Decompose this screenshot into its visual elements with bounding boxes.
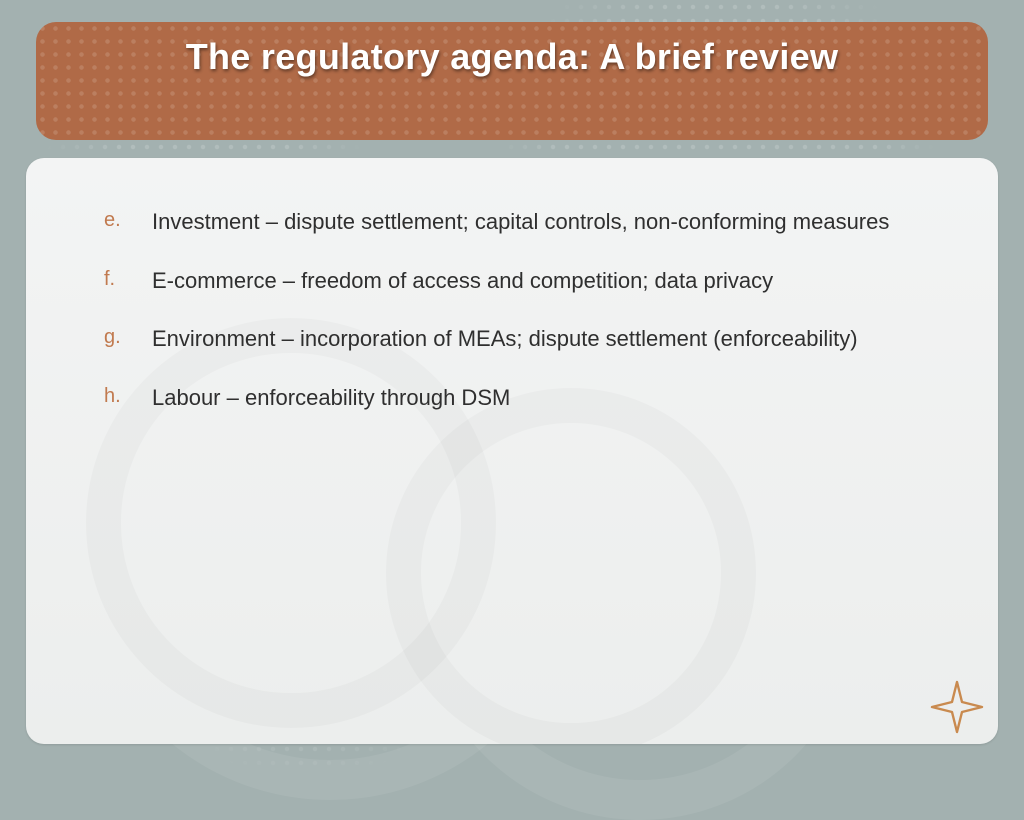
slide-title: The regulatory agenda: A brief review xyxy=(186,36,839,78)
agenda-list: e. Investment – dispute settlement; capi… xyxy=(104,202,956,419)
list-item: h. Labour – enforceability through DSM xyxy=(104,378,956,419)
list-marker: h. xyxy=(104,378,136,415)
list-item: e. Investment – dispute settlement; capi… xyxy=(104,202,956,243)
list-item-text: Environment – incorporation of MEAs; dis… xyxy=(152,326,858,351)
list-marker: g. xyxy=(104,319,136,356)
list-item: f. E-commerce – freedom of access and co… xyxy=(104,261,956,302)
title-bar: The regulatory agenda: A brief review xyxy=(36,22,988,140)
content-panel: e. Investment – dispute settlement; capi… xyxy=(26,158,998,744)
list-marker: e. xyxy=(104,202,136,239)
list-item-text: Labour – enforceability through DSM xyxy=(152,385,510,410)
list-item-text: Investment – dispute settlement; capital… xyxy=(152,209,889,234)
four-point-star-icon xyxy=(930,680,984,734)
list-marker: f. xyxy=(104,261,136,298)
list-item-text: E-commerce – freedom of access and compe… xyxy=(152,268,773,293)
list-item: g. Environment – incorporation of MEAs; … xyxy=(104,319,956,360)
